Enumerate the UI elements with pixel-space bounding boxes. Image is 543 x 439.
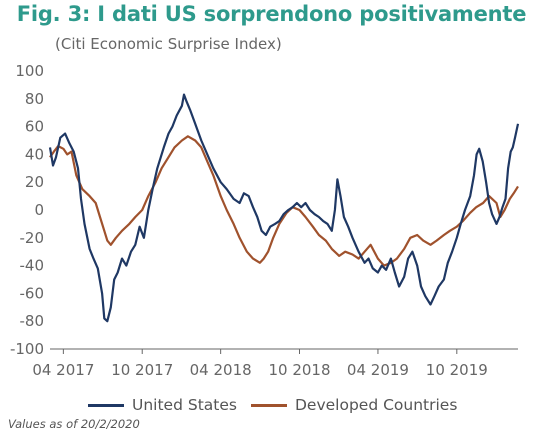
legend-label-us: United States (132, 396, 237, 414)
legend: United States Developed Countries (88, 396, 471, 414)
legend-item-us: United States (88, 396, 237, 414)
legend-swatch-dev (250, 403, 287, 407)
series-line-united-states (48, 93, 520, 323)
chart-subtitle: (Citi Economic Surprise Index) (55, 35, 282, 53)
y-tick-label: 60 (25, 118, 44, 136)
x-tick-label: 04 2018 (190, 361, 252, 379)
y-tick-label: -20 (20, 229, 45, 247)
y-tick-label: -40 (20, 257, 45, 275)
x-axis: 04 2017 10 2017 04 2018 10 2018 04 2019 10 20… (32, 348, 518, 379)
x-tick-label: 04 2017 (32, 361, 94, 379)
y-tick-label: -80 (20, 312, 45, 330)
y-tick-label: -100 (10, 340, 44, 358)
series-layer (48, 93, 520, 323)
y-tick-label: 80 (25, 90, 44, 108)
y-tick-label: 20 (25, 173, 44, 191)
y-tick-label: 40 (25, 145, 44, 163)
x-tick-label: 10 2018 (268, 361, 330, 379)
y-tick-label: -60 (20, 284, 45, 302)
x-tick-label: 10 2017 (111, 361, 173, 379)
legend-label-dev: Developed Countries (294, 396, 458, 414)
y-tick-label: 100 (15, 62, 44, 80)
chart-title: Fig. 3: I dati US sorprendono positivame… (16, 2, 527, 26)
y-axis: 100 80 60 40 20 0 -20 -40 -60 -80 -100 (10, 62, 44, 358)
footnote: Values as of 20/2/2020 (8, 417, 140, 431)
x-tick-label: 04 2019 (347, 361, 409, 379)
y-tick-label: 0 (34, 201, 44, 219)
x-tick-label: 10 2019 (426, 361, 488, 379)
legend-item-dev: Developed Countries (250, 396, 458, 414)
legend-swatch-us (88, 403, 124, 407)
series-line-developed-countries (49, 135, 519, 267)
